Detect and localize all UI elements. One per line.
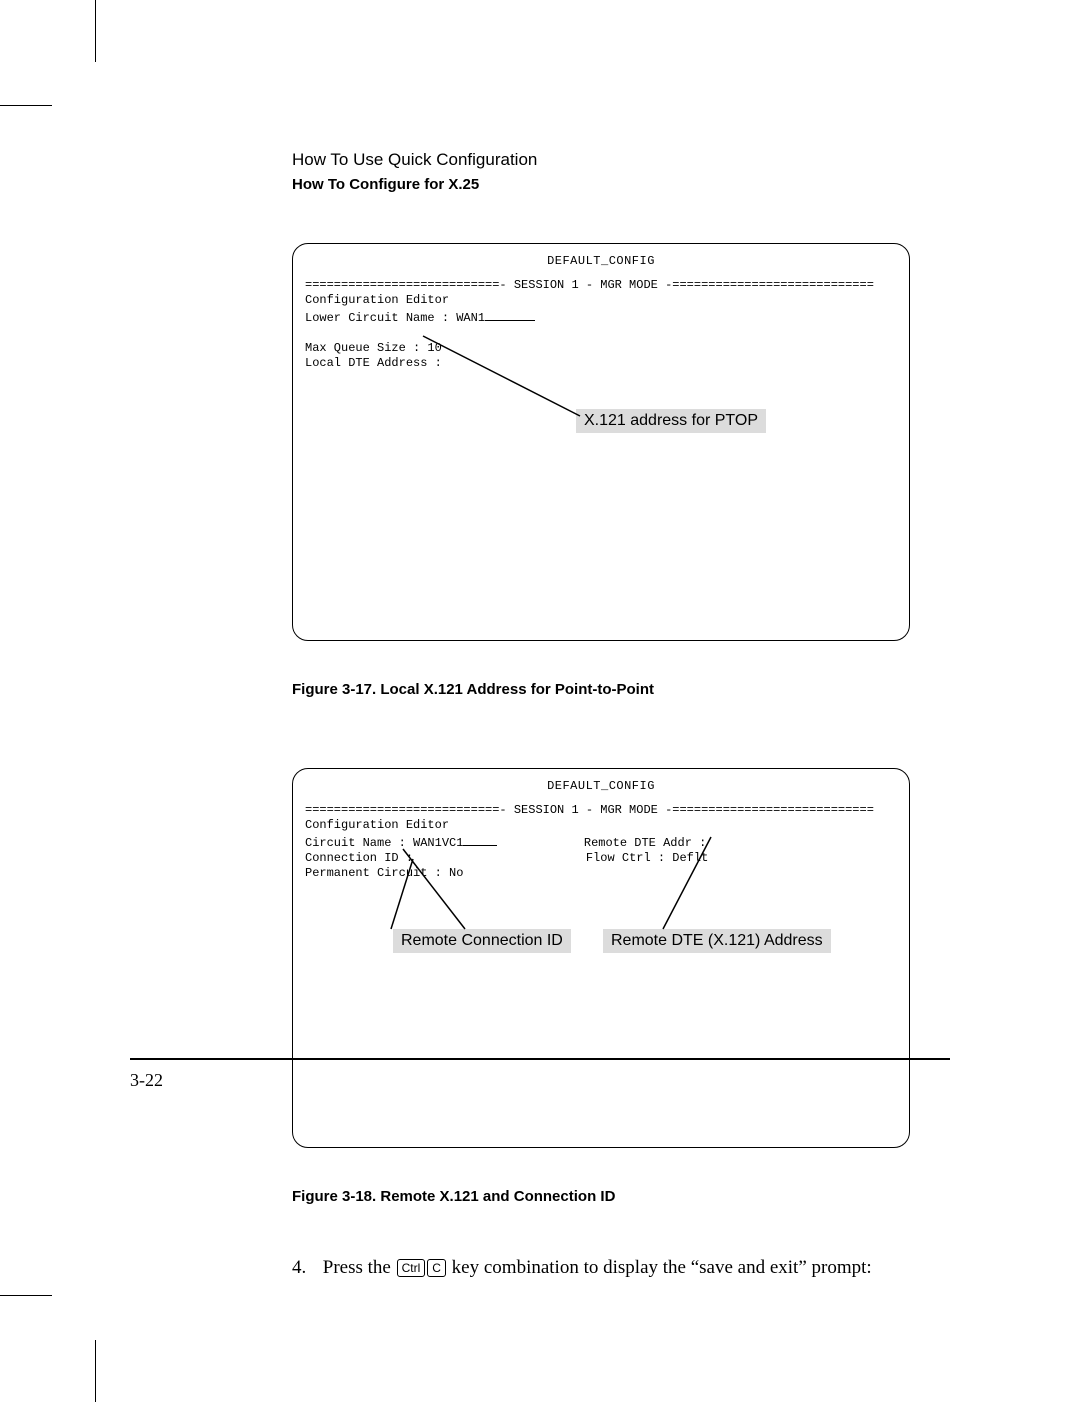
blank-line [305, 326, 897, 341]
label: Circuit Name : [305, 836, 413, 850]
banner-mid: SESSION 1 - MGR MODE [507, 803, 665, 817]
footer-rule [130, 1058, 950, 1060]
permanent-circuit-line: Permanent Circuit : No [305, 866, 897, 881]
crop-mark [95, 0, 96, 62]
config-editor-line: Configuration Editor [305, 818, 897, 833]
page-root: How To Use Quick Configuration How To Co… [0, 0, 1080, 1397]
banner-left: ===========================- [305, 803, 507, 817]
spacer [420, 851, 586, 865]
step-4: 4. Press the CtrlC key combination to di… [292, 1255, 950, 1281]
banner-right: -============================ [665, 803, 874, 817]
value: WAN1VC1 [413, 836, 463, 850]
config-editor-line: Configuration Editor [305, 293, 897, 308]
page-number: 3-22 [130, 1070, 163, 1091]
connection-id-line: Connection ID : Flow Ctrl : Deflt [305, 851, 897, 866]
section-title: How To Configure for X.25 [292, 176, 950, 193]
crop-mark [95, 1340, 96, 1402]
local-dte-line: Local DTE Address : [305, 356, 897, 371]
underline [463, 833, 497, 846]
label: Lower Circuit Name : [305, 311, 456, 325]
callout-ptop: X.121 address for PTOP [576, 409, 766, 433]
flow-ctrl-label: Flow Ctrl : Deflt [586, 851, 708, 865]
label: Local DTE Address : [305, 356, 442, 370]
terminal-figure-1: DEFAULT_CONFIG =========================… [292, 243, 910, 641]
label: Connection ID : [305, 851, 420, 865]
keycap-ctrl: Ctrl [397, 1259, 426, 1277]
value: WAN1 [456, 311, 485, 325]
circuit-name-line: Circuit Name : WAN1VC1 Remote DTE Addr : [305, 833, 897, 851]
keycap-c: C [427, 1259, 446, 1277]
running-head: How To Use Quick Configuration [292, 150, 950, 170]
value: 10 [427, 341, 441, 355]
terminal-title: DEFAULT_CONFIG [305, 254, 897, 268]
session-banner: ===========================- SESSION 1 -… [305, 803, 897, 818]
callout-remote-dte: Remote DTE (X.121) Address [603, 929, 831, 953]
terminal-title: DEFAULT_CONFIG [305, 779, 897, 793]
terminal-figure-2: DEFAULT_CONFIG =========================… [292, 768, 910, 1148]
label: Max Queue Size : [305, 341, 427, 355]
crop-mark [0, 105, 52, 106]
underline [485, 308, 535, 321]
max-queue-line: Max Queue Size : 10 [305, 341, 897, 356]
session-banner: ===========================- SESSION 1 -… [305, 278, 897, 293]
figure-caption-1: Figure 3-17. Local X.121 Address for Poi… [292, 681, 950, 698]
text-pre: Press the [323, 1257, 396, 1278]
figure-caption-2: Figure 3-18. Remote X.121 and Connection… [292, 1188, 950, 1205]
crop-mark [0, 1295, 52, 1296]
spacer [497, 836, 583, 850]
step-number: 4. [292, 1255, 318, 1281]
content-column: How To Use Quick Configuration How To Co… [130, 150, 950, 1281]
callout-conn-id: Remote Connection ID [393, 929, 571, 953]
banner-right: -============================ [665, 278, 874, 292]
text-post: key combination to display the “save and… [447, 1257, 872, 1278]
remote-dte-label: Remote DTE Addr : [584, 836, 706, 850]
banner-mid: SESSION 1 - MGR MODE [507, 278, 665, 292]
step-body: Press the CtrlC key combination to displ… [323, 1255, 923, 1281]
lower-circuit-line: Lower Circuit Name : WAN1 [305, 308, 897, 326]
banner-left: ===========================- [305, 278, 507, 292]
